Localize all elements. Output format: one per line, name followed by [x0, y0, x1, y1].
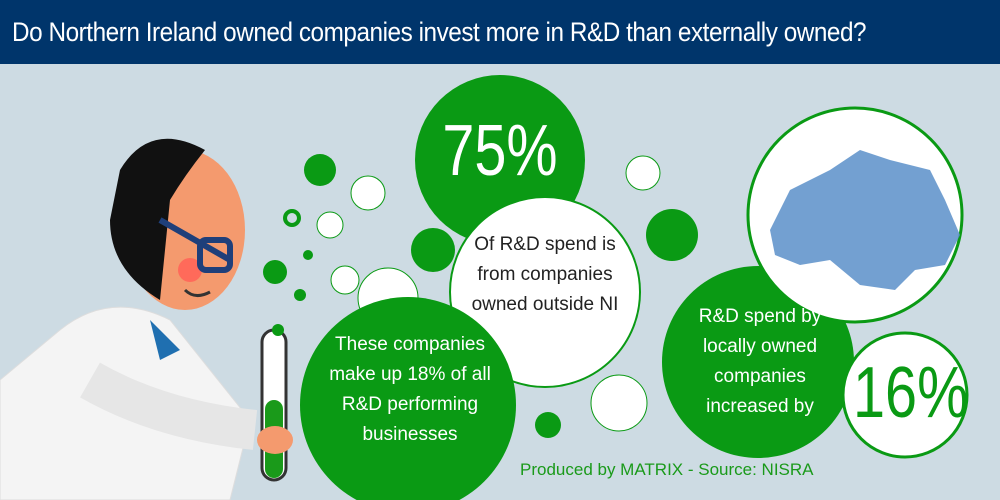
local-percent-circle: [841, 331, 969, 459]
external-percent: 75%: [442, 111, 558, 191]
source-credit: Produced by MATRIX - Source: NISRA: [520, 460, 814, 479]
header-bar: Do Northern Ireland owned companies inve…: [0, 0, 1000, 64]
northern-ireland-map-icon: [770, 150, 960, 290]
external-caption-circle: [449, 196, 641, 388]
local-percent: 16%: [853, 353, 969, 433]
external-caption: Of R&D spend is from companies owned out…: [471, 234, 619, 315]
bubbles: [263, 154, 698, 438]
page-title: Do Northern Ireland owned companies inve…: [12, 17, 867, 47]
local-caption: R&D spend by locally owned companies inc…: [698, 306, 822, 417]
share-caption-circle: [300, 297, 516, 500]
share-caption: These companies make up 18% of all R&D p…: [329, 334, 491, 445]
scientist-illustration: [0, 138, 293, 500]
local-caption-circle: [662, 266, 854, 458]
